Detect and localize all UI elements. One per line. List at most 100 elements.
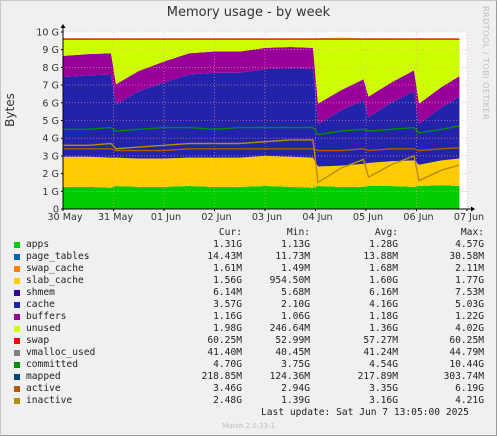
legend-row-slab-cache: slab_cache 1.56G 954.50M 1.60G 1.77G [12,275,492,287]
legend-avg: 1.36G [369,323,398,334]
legend-row-mapped: mapped 218.85M 124.36M 217.89M 303.74M [12,371,492,383]
legend-min: 11.73M [275,251,310,262]
legend-min: 3.75G [281,359,310,370]
legend-row-swap: swap 60.25M 52.99M 57.27M 60.25M [12,335,492,347]
x-tick-label: 05 Jun [353,212,383,223]
y-tick-label: 6 G [42,98,59,109]
legend-min: 1.13G [281,239,310,250]
legend-max: 303.74M [443,371,484,382]
legend-min: 5.68M [281,287,310,298]
x-tick-label: 07 Jun [454,212,484,223]
legend-min: 246.64M [269,323,310,334]
legend-max: 4.57G [455,239,484,250]
legend-label: unused [26,323,61,334]
legend-avg: 1.28G [369,239,398,250]
legend-row-swap-cache: swap_cache 1.61M 1.49M 1.68M 2.11M [12,263,492,275]
legend-label: inactive [26,395,73,406]
legend-min: 954.50M [269,275,310,286]
x-tick-label: 31 May [98,212,133,223]
legend-max: 60.25M [449,335,484,346]
legend-min: 1.49M [281,263,310,274]
legend-swatch [14,266,20,272]
legend-swatch [14,350,20,356]
legend-max: 2.11M [455,263,484,274]
legend-cur: 3.57G [213,299,242,310]
legend-avg: 6.16M [369,287,398,298]
legend-avg: 3.16G [369,395,398,406]
area-cache [63,68,460,167]
legend-swatch [14,278,20,284]
legend-label: cache [26,299,55,310]
legend-row-shmem: shmem 6.14M 5.68M 6.16M 7.53M [12,287,492,299]
y-tick-label: 0 [53,205,59,216]
legend-avg: 57.27M [363,335,398,346]
legend-rows: apps 1.31G 1.13G 1.28G 4.57G page_tables 14.43… [12,239,492,407]
legend-row-unused: unused 1.98G 246.64M 1.36G 4.02G [12,323,492,335]
legend-min: 1.06G [281,311,310,322]
legend-avg: 1.60G [369,275,398,286]
legend-min: 2.10G [281,299,310,310]
x-tick-label: 06 Jun [403,212,433,223]
last-update: Last update: Sat Jun 7 13:05:00 2025 [261,407,469,418]
legend-max: 1.77G [455,275,484,286]
legend-min: 124.36M [269,371,310,382]
legend-label: apps [26,239,50,250]
legend-swatch [14,314,20,320]
legend-label: vmalloc_used [26,347,96,358]
legend-avg: 217.89M [357,371,398,382]
legend-header-row: Cur: Min: Avg: Max: [12,227,492,239]
legend-row-active: active 3.46G 2.94G 3.35G 6.19G [12,383,492,395]
legend-header-min: Min: [286,227,310,238]
x-tick-label: 30 May [47,212,82,223]
y-tick-label: 10 G [36,28,59,39]
legend-label: slab_cache [26,275,84,286]
legend-max: 4.02G [455,323,484,334]
legend-max: 30.58M [449,251,484,262]
legend-cur: 218.85M [201,371,242,382]
y-tick-label: 5 G [42,116,59,127]
munin-version: Munin 2.0.33-1 [222,422,275,430]
legend-swatch [14,290,20,296]
legend-cur: 41.40M [207,347,242,358]
area-unused [63,37,460,104]
legend-swatch [14,386,20,392]
x-axis-arrow [471,206,475,212]
legend-avg: 13.88M [363,251,398,262]
legend-swatch [14,338,20,344]
legend-avg: 1.68M [369,263,398,274]
chart-title: Memory usage - by week [166,5,331,20]
legend-max: 44.79M [449,347,484,358]
legend-label: mapped [26,371,61,382]
legend-avg: 4.54G [369,359,398,370]
line-committed [63,125,460,136]
legend-min: 52.99M [275,335,310,346]
legend-label: shmem [26,287,55,298]
y-axis-arrow [60,24,66,28]
y-tick-label: 9 G [42,45,59,56]
legend-swatch [14,398,20,404]
line-active [63,147,460,152]
legend-swatch [14,362,20,368]
y-tick-label: 1 G [42,187,59,198]
legend-min: 40.45M [275,347,310,358]
legend-cur: 60.25M [207,335,242,346]
legend-cur: 1.56G [213,275,242,286]
legend-label: swap [26,335,50,346]
y-tick-label: 8 G [42,63,59,74]
rrdtool-watermark: RRDTOOL / TOBI OETIKER [481,6,490,121]
legend-header-cur: Cur: [218,227,242,238]
legend-header-avg: Avg: [374,227,398,238]
legend-table: Cur: Min: Avg: Max: apps 1.31G 1.13G 1.28G 4… [12,227,492,407]
area-buffers [63,47,460,125]
legend-cur: 14.43M [207,251,242,262]
legend-max: 4.21G [455,395,484,406]
legend-cur: 1.61M [213,263,242,274]
legend-row-committed: committed 4.70G 3.75G 4.54G 10.44G [12,359,492,371]
legend-swatch [14,326,20,332]
legend-max: 7.53M [455,287,484,298]
legend-row-page-tables: page_tables 14.43M 11.73M 13.88M 30.58M [12,251,492,263]
legend-swatch [14,254,20,260]
legend-cur: 1.98G [213,323,242,334]
x-tick-label: 04 Jun [302,212,332,223]
area-slab-cache [63,155,460,188]
